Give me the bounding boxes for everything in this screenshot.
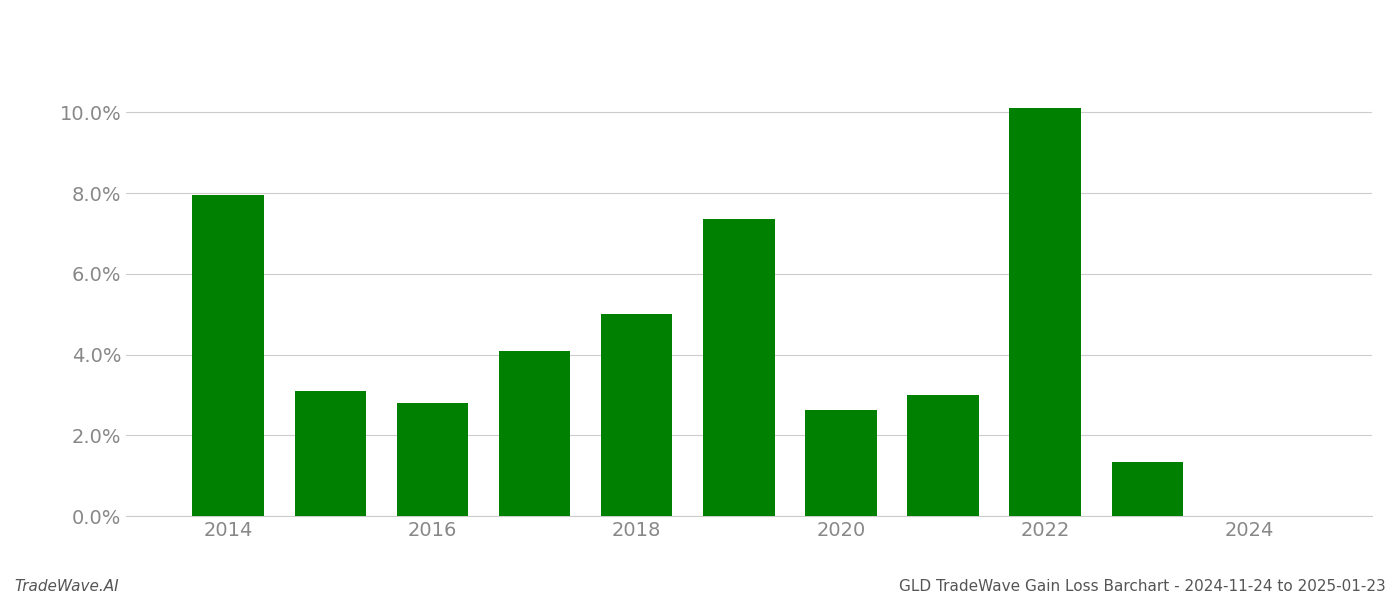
Bar bbox=[907, 395, 979, 516]
Bar bbox=[805, 410, 876, 516]
Bar bbox=[601, 314, 672, 516]
Bar bbox=[294, 391, 365, 516]
Text: GLD TradeWave Gain Loss Barchart - 2024-11-24 to 2025-01-23: GLD TradeWave Gain Loss Barchart - 2024-… bbox=[899, 579, 1386, 594]
Bar bbox=[703, 220, 774, 516]
Bar bbox=[1009, 109, 1081, 516]
Bar bbox=[1112, 461, 1183, 516]
Bar bbox=[396, 403, 468, 516]
Text: TradeWave.AI: TradeWave.AI bbox=[14, 579, 119, 594]
Bar bbox=[192, 195, 263, 516]
Bar bbox=[498, 350, 570, 516]
